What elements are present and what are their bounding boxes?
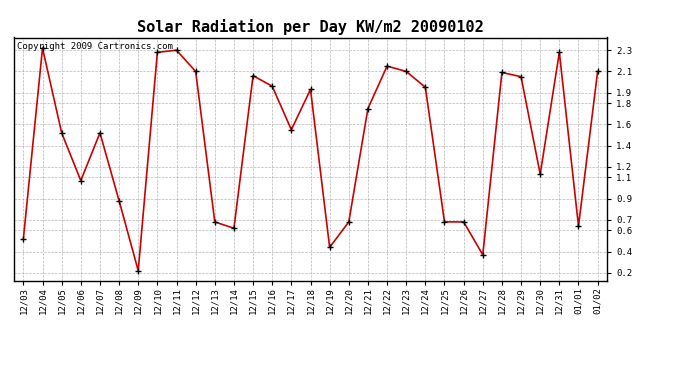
Title: Solar Radiation per Day KW/m2 20090102: Solar Radiation per Day KW/m2 20090102: [137, 19, 484, 35]
Text: Copyright 2009 Cartronics.com: Copyright 2009 Cartronics.com: [17, 42, 172, 51]
